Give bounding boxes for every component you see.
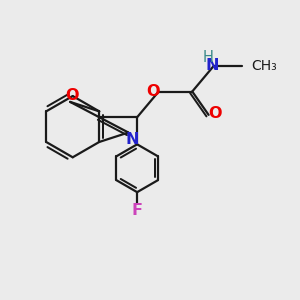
- Text: O: O: [208, 106, 222, 121]
- Text: F: F: [132, 203, 142, 218]
- Text: O: O: [147, 84, 160, 99]
- Text: CH₃: CH₃: [251, 59, 277, 73]
- Text: H: H: [203, 50, 214, 65]
- Text: N: N: [206, 58, 219, 73]
- Text: O: O: [65, 88, 78, 103]
- Text: N: N: [126, 132, 140, 147]
